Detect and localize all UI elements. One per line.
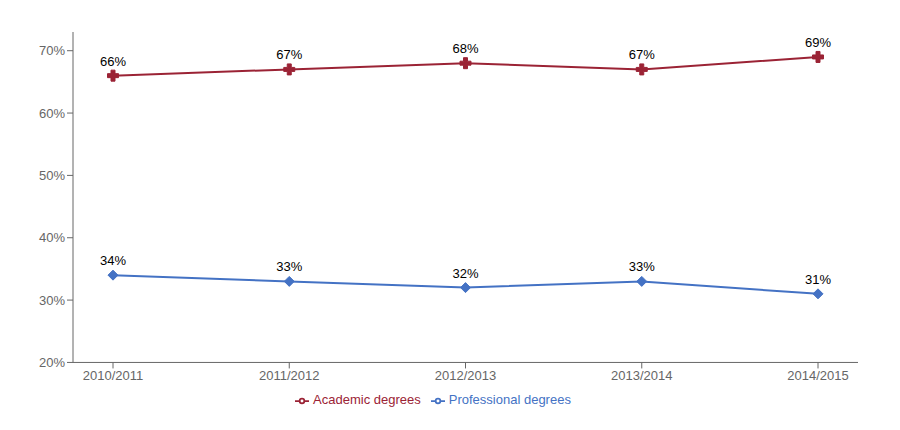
html-text:Professional degrees: Professional degrees (448, 392, 571, 408)
svg-text:33%: 33% (629, 259, 655, 274)
html-text:Academic degrees: Academic degrees (313, 392, 421, 408)
svg-text:2013/2014: 2013/2014 (611, 368, 672, 383)
svg-text:30%: 30% (39, 293, 65, 308)
svg-text:2010/2011: 2010/2011 (83, 368, 144, 383)
svg-text:68%: 68% (452, 41, 478, 56)
svg-text:50%: 50% (39, 168, 65, 183)
svg-text:67%: 67% (276, 47, 302, 62)
svg-text:70%: 70% (39, 43, 65, 58)
svg-text:32%: 32% (452, 266, 478, 281)
svg-text:66%: 66% (100, 54, 126, 69)
svg-text:31%: 31% (805, 272, 831, 287)
svg-text:60%: 60% (39, 106, 65, 121)
svg-text:40%: 40% (39, 230, 65, 245)
svg-text:69%: 69% (805, 35, 831, 50)
svg-text:67%: 67% (629, 47, 655, 62)
svg-text:33%: 33% (276, 259, 302, 274)
svg-text:20%: 20% (39, 355, 65, 370)
svg-text:2011/2012: 2011/2012 (259, 368, 320, 383)
svg-text:34%: 34% (100, 253, 126, 268)
svg-text:2014/2015: 2014/2015 (787, 368, 848, 383)
svg-text:2012/2013: 2012/2013 (435, 368, 496, 383)
